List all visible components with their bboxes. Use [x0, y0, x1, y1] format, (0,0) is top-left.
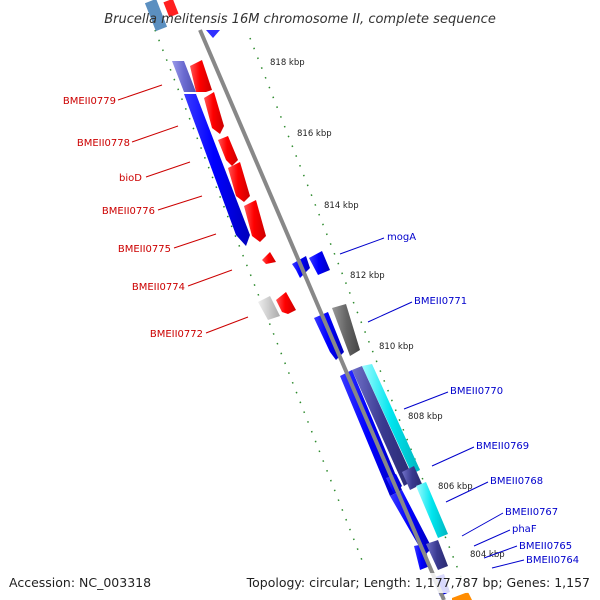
label-bmeii0778: BMEII0778	[77, 138, 130, 149]
label-bioD: bioD	[119, 173, 142, 184]
tick-labels: 818 kbp 816 kbp 814 kbp 812 kbp 810 kbp …	[270, 58, 505, 560]
label-bmeii0775: BMEII0775	[118, 244, 171, 255]
cds-bioD	[218, 136, 238, 166]
label-bmeii0768: BMEII0768	[490, 476, 543, 487]
top-feature-blue	[144, 0, 168, 32]
cds-bmeii0774	[262, 252, 276, 264]
label-bmeii0771: BMEII0771	[414, 296, 467, 307]
cds-bmeii0776	[228, 162, 250, 202]
footer-backdrop	[256, 573, 596, 593]
label-bmeii0764: BMEII0764	[526, 555, 579, 566]
backbone-line	[198, 29, 446, 600]
cds-bmeii0772-gray	[258, 296, 280, 320]
top-feature-red	[163, 0, 179, 18]
cds-mogA-2	[309, 251, 330, 275]
label-bmeii0772: BMEII0772	[150, 329, 203, 340]
left-labels: BMEII0779 BMEII0778 bioD BMEII0776 BMEII…	[63, 84, 249, 340]
label-bmeii0767: BMEII0767	[505, 507, 558, 518]
label-bmeii0776: BMEII0776	[102, 206, 155, 217]
top-feature-arrow	[206, 30, 220, 38]
label-bmeii0770: BMEII0770	[450, 386, 503, 397]
cds-rev-bmeii0779-partner	[172, 61, 196, 92]
cds-bmeii0768-navy	[402, 466, 422, 490]
cds-bmeii0772	[276, 292, 296, 314]
cds-bmeii0770-navy	[352, 366, 414, 486]
label-bmeii0769: BMEII0769	[476, 441, 529, 452]
tick-818: 818 kbp	[270, 58, 305, 68]
accession-text: Accession: NC_003318	[9, 575, 151, 590]
label-bmeii0765: BMEII0765	[519, 541, 572, 552]
label-phaF: phaF	[512, 524, 537, 535]
tick-816: 816 kbp	[297, 129, 332, 139]
label-mogA: mogA	[387, 232, 416, 243]
cds-bmeii0779	[190, 60, 212, 92]
tick-814: 814 kbp	[324, 201, 359, 211]
label-bmeii0779: BMEII0779	[63, 96, 116, 107]
cds-bmeii0765	[426, 540, 448, 570]
tick-808: 808 kbp	[408, 412, 443, 422]
right-labels: mogA BMEII0771 BMEII0770 BMEII0769 BMEII…	[339, 232, 579, 569]
tick-806: 806 kbp	[438, 482, 473, 492]
genome-summary-text: Topology: circular; Length: 1,177,787 bp…	[246, 575, 590, 590]
cds-bmeii0767-cyan	[416, 482, 448, 538]
tick-804: 804 kbp	[470, 550, 505, 560]
cds-bmeii0776b	[244, 200, 266, 242]
map-title: Brucella melitensis 16M chromosome II, c…	[104, 12, 496, 27]
cds-bmeii0778	[204, 92, 224, 134]
label-bmeii0774: BMEII0774	[132, 282, 185, 293]
cds-bmeii0770-cyan	[362, 364, 420, 474]
tick-812: 812 kbp	[350, 271, 385, 281]
cds-bottom-orange	[452, 592, 472, 600]
tick-810: 810 kbp	[379, 342, 414, 352]
cds-phaF	[414, 544, 430, 570]
cds-rev-block-a	[184, 94, 250, 246]
cds-bmeii0771-gray	[332, 304, 360, 356]
tick-track-inner	[154, 29, 366, 569]
